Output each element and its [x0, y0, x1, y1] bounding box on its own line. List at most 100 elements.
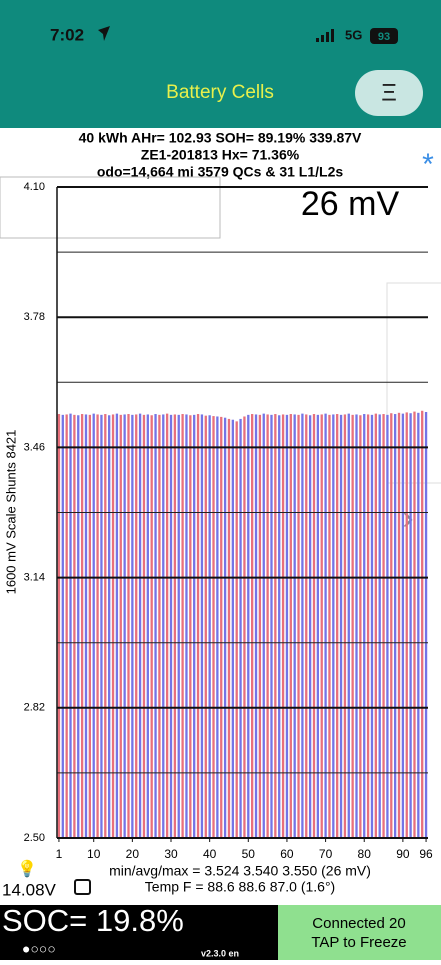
bar [61, 414, 64, 838]
menu-button[interactable] [355, 70, 423, 116]
x-tick-label: 90 [396, 847, 410, 861]
bar [142, 414, 146, 838]
bar [281, 414, 285, 838]
bar [247, 414, 250, 838]
bar [119, 414, 122, 838]
info-line: 40 kWh AHr= 102.93 SOH= 89.19% 339.87V [79, 130, 362, 146]
bar [339, 414, 343, 838]
bar [239, 418, 242, 838]
bar [320, 414, 323, 838]
bar [162, 414, 165, 838]
battery-icon [370, 28, 398, 44]
signal-icon [316, 29, 334, 42]
y-tick-label: 4.10 [24, 181, 45, 193]
x-tick-label: 96 [419, 847, 433, 861]
info-line: odo=14,664 mi 3579 QCs & 31 L1/L2s [97, 164, 344, 180]
bar [127, 414, 130, 838]
bar [363, 414, 366, 838]
connected: Connected 20 [312, 915, 405, 932]
bar [212, 416, 215, 838]
bar [343, 414, 347, 838]
bar [88, 414, 92, 838]
x-tick-label: 20 [126, 847, 140, 861]
calendar-icon [74, 879, 91, 895]
bar [413, 411, 416, 838]
bar [386, 414, 389, 838]
bar [177, 414, 180, 838]
bar [382, 414, 385, 838]
bar [154, 414, 157, 838]
bar [208, 415, 211, 838]
bar [347, 413, 350, 838]
bar [274, 414, 277, 838]
bar [417, 412, 420, 838]
bar [393, 414, 397, 838]
bar [165, 413, 169, 838]
bar [96, 414, 99, 838]
bar [332, 414, 335, 838]
bar [421, 410, 424, 838]
bar [189, 415, 192, 838]
overlay-box [0, 176, 221, 239]
bar [69, 413, 72, 838]
bar [351, 414, 354, 838]
bar [169, 414, 173, 838]
spread: 26 mV [301, 185, 400, 223]
bar [146, 414, 149, 838]
x-tick-label: 70 [319, 847, 333, 861]
bar [355, 414, 358, 838]
bar [390, 413, 393, 838]
bar [293, 414, 296, 838]
bar [173, 414, 177, 838]
bulb-icon: 💡 [17, 859, 37, 878]
bar [254, 414, 258, 838]
bar [185, 414, 188, 838]
bar [258, 414, 262, 838]
freeze: TAP to Freeze [311, 934, 406, 951]
y-axis-title: 1600 mV Scale Shunts 8421 [3, 430, 18, 595]
bar [57, 414, 61, 838]
bar [216, 416, 219, 838]
bar [220, 416, 223, 838]
network: 5G [345, 27, 362, 42]
bar [308, 415, 312, 838]
clock: 7:02 [50, 25, 84, 44]
bar [77, 415, 80, 838]
bar [424, 412, 428, 838]
version: v2.3.0 en [201, 948, 239, 958]
next-arrow[interactable]: › [402, 499, 413, 537]
bar [316, 414, 320, 838]
x-tick-label: 10 [87, 847, 101, 861]
x-tick-label: 50 [242, 847, 256, 861]
bar [305, 414, 308, 838]
info-line: ZE1-201813 Hx= 71.36% [141, 147, 300, 163]
bar [200, 414, 204, 838]
bar [108, 415, 111, 838]
bar [289, 414, 292, 838]
bar [378, 414, 381, 838]
freeze-button[interactable] [278, 905, 441, 960]
y-tick-label: 2.50 [24, 832, 45, 844]
overlay-box [386, 282, 441, 484]
bar [65, 414, 68, 838]
soc-bar [0, 905, 278, 960]
bar [111, 414, 115, 838]
bar [270, 414, 273, 838]
aux-voltage: 14.08V [2, 880, 57, 899]
bar [115, 413, 119, 838]
bar [366, 414, 370, 838]
bar [150, 415, 153, 838]
bar [84, 414, 88, 838]
bar [73, 414, 76, 838]
y-tick-label: 3.46 [24, 441, 45, 453]
bar [409, 413, 412, 838]
bar [204, 415, 207, 838]
bar [401, 413, 405, 838]
bar [324, 413, 327, 838]
x-tick-label: 1 [56, 847, 63, 861]
bar [131, 414, 134, 838]
bar [359, 415, 362, 838]
bar [235, 421, 238, 838]
bar [301, 413, 304, 838]
y-tick-label: 3.14 [24, 572, 45, 584]
